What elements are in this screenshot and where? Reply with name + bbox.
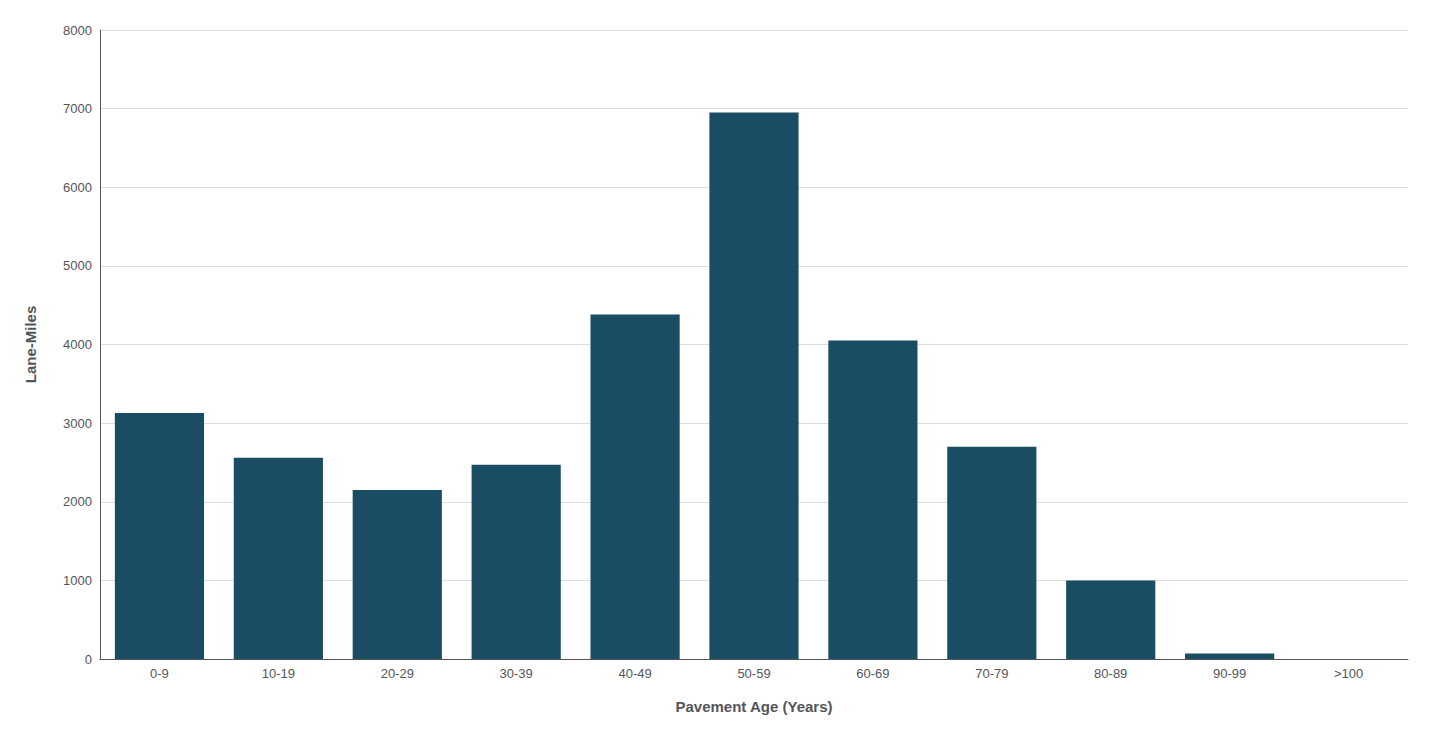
svg-text:60-69: 60-69 — [856, 666, 889, 681]
svg-text:20-29: 20-29 — [381, 666, 414, 681]
svg-text:6000: 6000 — [63, 180, 92, 195]
svg-text:Pavement Age (Years): Pavement Age (Years) — [675, 698, 832, 715]
svg-text:2000: 2000 — [63, 494, 92, 509]
svg-text:50-59: 50-59 — [737, 666, 770, 681]
svg-text:7000: 7000 — [63, 101, 92, 116]
svg-text:3000: 3000 — [63, 416, 92, 431]
svg-text:0: 0 — [85, 652, 92, 667]
svg-text:1000: 1000 — [63, 573, 92, 588]
svg-text:8000: 8000 — [63, 23, 92, 38]
svg-text:70-79: 70-79 — [975, 666, 1008, 681]
svg-text:4000: 4000 — [63, 337, 92, 352]
svg-text:80-89: 80-89 — [1094, 666, 1127, 681]
svg-text:Lane-Miles: Lane-Miles — [22, 306, 39, 384]
svg-text:90-99: 90-99 — [1213, 666, 1246, 681]
svg-text:>100: >100 — [1334, 666, 1363, 681]
svg-text:10-19: 10-19 — [262, 666, 295, 681]
svg-text:0-9: 0-9 — [150, 666, 169, 681]
svg-text:5000: 5000 — [63, 258, 92, 273]
svg-text:40-49: 40-49 — [618, 666, 651, 681]
svg-text:30-39: 30-39 — [500, 666, 533, 681]
